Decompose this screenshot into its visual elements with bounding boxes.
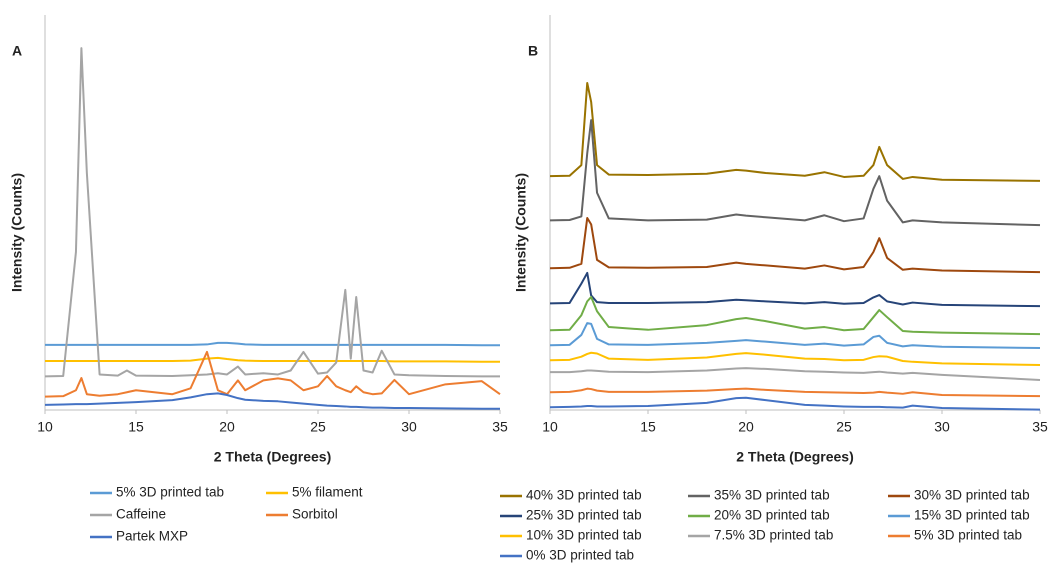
panel-label: A xyxy=(12,43,22,59)
series-line xyxy=(549,351,1041,366)
series-line xyxy=(549,217,1041,274)
x-tick-label: 10 xyxy=(542,419,558,435)
series-line xyxy=(549,396,1041,411)
series-line xyxy=(549,81,1041,182)
series-line xyxy=(549,119,1041,227)
legend-label: 5% filament xyxy=(292,485,363,500)
x-tick-label: 15 xyxy=(128,419,144,435)
series-line xyxy=(45,341,500,347)
series-line xyxy=(44,47,500,378)
legend-label: 20% 3D printed tab xyxy=(714,508,830,523)
x-tick-label: 20 xyxy=(738,419,754,435)
x-tick-label: 30 xyxy=(934,419,950,435)
y-axis-title: Intensity (Counts) xyxy=(9,173,25,292)
legend-label: 35% 3D printed tab xyxy=(714,488,830,503)
x-tick-label: 20 xyxy=(219,419,235,435)
panel-label: B xyxy=(528,43,538,59)
legend-label: Caffeine xyxy=(116,507,166,522)
legend-label: 0% 3D printed tab xyxy=(526,548,634,563)
legend-label: 10% 3D printed tab xyxy=(526,528,642,543)
legend-label: 30% 3D printed tab xyxy=(914,488,1030,503)
legend-label: Sorbitol xyxy=(292,507,338,522)
x-tick-label: 30 xyxy=(401,419,417,435)
series-line xyxy=(549,387,1041,398)
x-tick-label: 25 xyxy=(836,419,852,435)
x-axis-title: 2 Theta (Degrees) xyxy=(736,449,853,465)
series-line xyxy=(44,350,501,398)
x-tick-label: 35 xyxy=(492,419,508,435)
x-axis-title: 2 Theta (Degrees) xyxy=(214,449,331,465)
x-tick-label: 25 xyxy=(310,419,326,435)
series-line xyxy=(549,271,1041,308)
series-line xyxy=(549,296,1041,336)
x-tick-label: 15 xyxy=(640,419,656,435)
x-tick-label: 10 xyxy=(37,419,53,435)
legend-label: 7.5% 3D printed tab xyxy=(714,528,833,543)
series-line xyxy=(45,356,500,363)
legend-label: 5% 3D printed tab xyxy=(116,485,224,500)
legend-label: 5% 3D printed tab xyxy=(914,528,1022,543)
series-line xyxy=(549,322,1041,349)
series-line xyxy=(44,392,500,410)
legend-label: 25% 3D printed tab xyxy=(526,508,642,523)
x-tick-label: 35 xyxy=(1032,419,1048,435)
series-line xyxy=(550,367,1041,381)
legend-label: 15% 3D printed tab xyxy=(914,508,1030,523)
legend-label: Partek MXP xyxy=(116,529,188,544)
legend-label: 40% 3D printed tab xyxy=(526,488,642,503)
y-axis-title: Intensity (Counts) xyxy=(513,173,529,292)
